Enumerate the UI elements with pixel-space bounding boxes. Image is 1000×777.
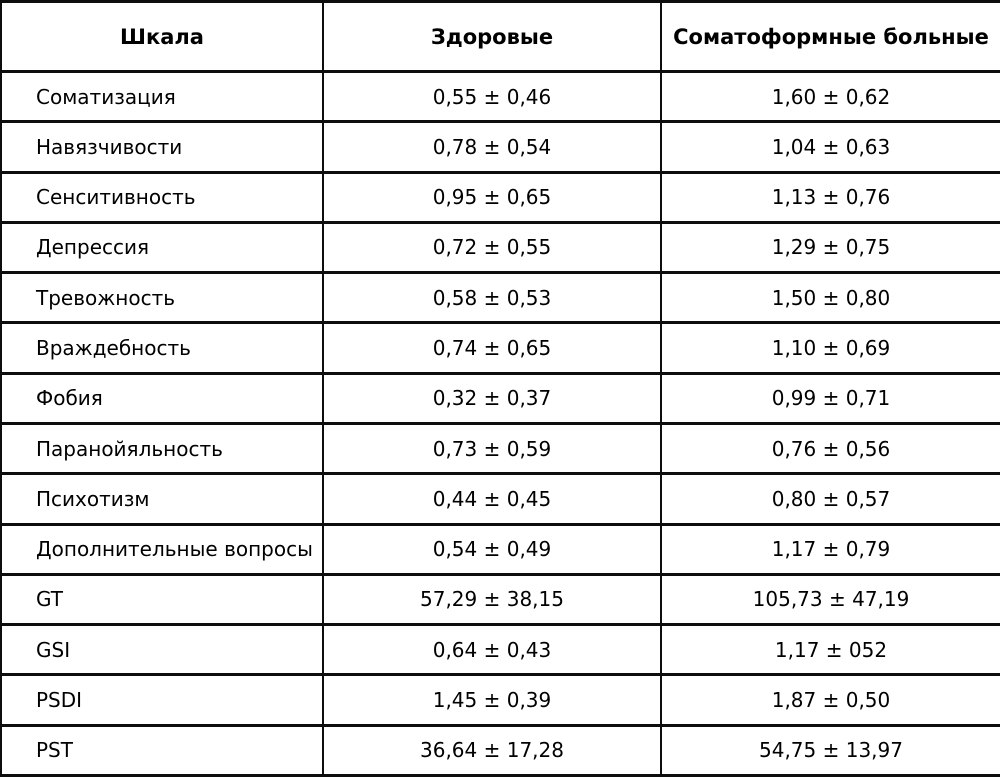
healthy-value-cell: 0,44 ± 0,45 bbox=[322, 472, 662, 526]
healthy-value-cell: 0,78 ± 0,54 bbox=[322, 120, 662, 174]
table-row: Соматизация 0,55 ± 0,46 1,60 ± 0,62 bbox=[0, 69, 1000, 124]
scale-name-cell: GSI bbox=[0, 623, 324, 677]
healthy-value-cell: 0,95 ± 0,65 bbox=[322, 170, 662, 224]
healthy-value-cell: 0,55 ± 0,46 bbox=[322, 69, 662, 124]
somatoform-value-cell: 1,04 ± 0,63 bbox=[660, 120, 1000, 174]
table-row: Паранойяльность 0,73 ± 0,59 0,76 ± 0,56 bbox=[0, 421, 1000, 476]
scale-name-cell: Сенситивность bbox=[0, 170, 324, 224]
healthy-value-cell: 57,29 ± 38,15 bbox=[322, 572, 662, 627]
scale-name-cell: Фобия bbox=[0, 371, 324, 425]
healthy-value-cell: 0,54 ± 0,49 bbox=[322, 522, 662, 576]
healthy-value-cell: 0,58 ± 0,53 bbox=[322, 271, 662, 325]
somatoform-value-cell: 54,75 ± 13,97 bbox=[660, 723, 1000, 777]
scale-name-cell: Дополнительные вопросы bbox=[0, 522, 324, 576]
scale-name-cell: PSDI bbox=[0, 673, 324, 727]
somatoform-value-cell: 105,73 ± 47,19 bbox=[660, 572, 1000, 627]
somatoform-value-cell: 1,17 ± 0,79 bbox=[660, 522, 1000, 576]
column-header-somatoform: Соматоформные больные bbox=[660, 0, 1000, 73]
somatoform-value-cell: 0,99 ± 0,71 bbox=[660, 371, 1000, 425]
table-row: Психотизм 0,44 ± 0,45 0,80 ± 0,57 bbox=[0, 472, 1000, 526]
scale-name-cell: Психотизм bbox=[0, 472, 324, 526]
table-row: Фобия 0,32 ± 0,37 0,99 ± 0,71 bbox=[0, 371, 1000, 425]
healthy-value-cell: 0,32 ± 0,37 bbox=[322, 371, 662, 425]
healthy-value-cell: 0,73 ± 0,59 bbox=[322, 421, 662, 476]
scale-name-cell: PST bbox=[0, 723, 324, 777]
scale-name-cell: Навязчивости bbox=[0, 120, 324, 174]
table-row: Сенситивность 0,95 ± 0,65 1,13 ± 0,76 bbox=[0, 170, 1000, 224]
table-row: PST 36,64 ± 17,28 54,75 ± 13,97 bbox=[0, 723, 1000, 777]
scale-name-cell: Тревожность bbox=[0, 271, 324, 325]
scale-name-cell: Депрессия bbox=[0, 220, 324, 275]
header-row: Шкала Здоровые Соматоформные больные bbox=[0, 0, 1000, 73]
column-header-healthy: Здоровые bbox=[322, 0, 662, 73]
healthy-value-cell: 0,74 ± 0,65 bbox=[322, 321, 662, 375]
somatoform-value-cell: 0,80 ± 0,57 bbox=[660, 472, 1000, 526]
somatoform-value-cell: 1,29 ± 0,75 bbox=[660, 220, 1000, 275]
column-header-scale: Шкала bbox=[0, 0, 324, 73]
healthy-value-cell: 36,64 ± 17,28 bbox=[322, 723, 662, 777]
table-row: Дополнительные вопросы 0,54 ± 0,49 1,17 … bbox=[0, 522, 1000, 576]
table-row: Враждебность 0,74 ± 0,65 1,10 ± 0,69 bbox=[0, 321, 1000, 375]
table-row: Навязчивости 0,78 ± 0,54 1,04 ± 0,63 bbox=[0, 120, 1000, 174]
table-row: Депрессия 0,72 ± 0,55 1,29 ± 0,75 bbox=[0, 220, 1000, 275]
somatoform-value-cell: 1,17 ± 052 bbox=[660, 623, 1000, 677]
scale-name-cell: Паранойяльность bbox=[0, 421, 324, 476]
table-row: PSDI 1,45 ± 0,39 1,87 ± 0,50 bbox=[0, 673, 1000, 727]
table-row: Тревожность 0,58 ± 0,53 1,50 ± 0,80 bbox=[0, 271, 1000, 325]
scale-name-cell: GT bbox=[0, 572, 324, 627]
healthy-value-cell: 0,64 ± 0,43 bbox=[322, 623, 662, 677]
table-row: GSI 0,64 ± 0,43 1,17 ± 052 bbox=[0, 623, 1000, 677]
somatoform-value-cell: 1,10 ± 0,69 bbox=[660, 321, 1000, 375]
table-row: GT 57,29 ± 38,15 105,73 ± 47,19 bbox=[0, 572, 1000, 627]
healthy-value-cell: 0,72 ± 0,55 bbox=[322, 220, 662, 275]
somatoform-value-cell: 1,50 ± 0,80 bbox=[660, 271, 1000, 325]
somatoform-value-cell: 0,76 ± 0,56 bbox=[660, 421, 1000, 476]
somatoform-value-cell: 1,60 ± 0,62 bbox=[660, 69, 1000, 124]
somatoform-value-cell: 1,87 ± 0,50 bbox=[660, 673, 1000, 727]
scale-name-cell: Соматизация bbox=[0, 69, 324, 124]
somatoform-value-cell: 1,13 ± 0,76 bbox=[660, 170, 1000, 224]
healthy-value-cell: 1,45 ± 0,39 bbox=[322, 673, 662, 727]
scale-name-cell: Враждебность bbox=[0, 321, 324, 375]
